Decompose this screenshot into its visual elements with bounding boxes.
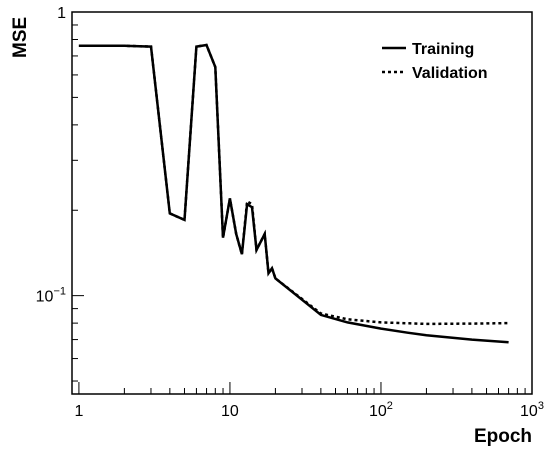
y-tick-label-exponent: −1 — [53, 286, 66, 298]
x-tick-label: 102 — [369, 400, 393, 420]
x-tick-label: 103 — [520, 400, 544, 420]
legend-label-validation: Validation — [412, 65, 488, 82]
x-axis-ticks: 1 10 102 103 — [71, 382, 544, 420]
series-line-training — [78, 43, 509, 344]
legend-label-training: Training — [412, 41, 474, 58]
y-tick-label: 10−1 — [36, 286, 66, 306]
series-layer — [78, 43, 509, 344]
y-tick-label: 1 — [57, 5, 66, 22]
x-tick-label: 10 — [221, 403, 239, 420]
x-tick-label: 1 — [74, 403, 83, 420]
y-axis-title: MSE — [10, 17, 31, 58]
y-axis-ticks: 1 10−1 — [36, 5, 84, 382]
x-tick-label-exponent: 3 — [538, 400, 544, 412]
x-tick-label-exponent: 2 — [387, 400, 393, 412]
legend: Training Validation — [382, 41, 488, 82]
series-line-validation — [78, 43, 509, 326]
x-axis-title: Epoch — [474, 426, 532, 447]
